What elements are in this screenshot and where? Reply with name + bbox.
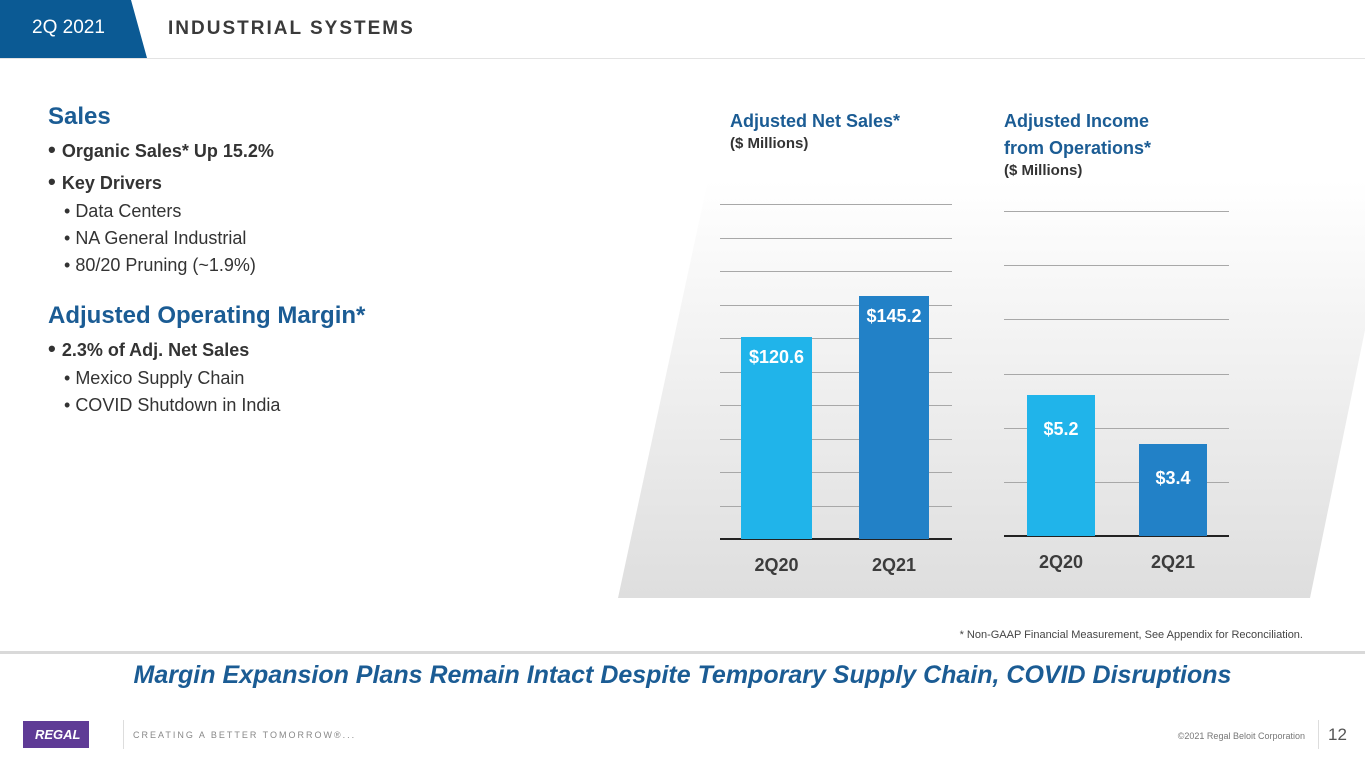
bullet-item: Data Centers	[48, 201, 568, 222]
data-label: $3.4	[1155, 467, 1191, 488]
chart2-title-line1: Adjusted Income	[1004, 111, 1150, 131]
data-label: $120.6	[748, 346, 805, 367]
gridline	[720, 237, 952, 239]
data-label: $5.2	[1043, 419, 1079, 440]
bullet-item: Organic Sales* Up 15.2%	[48, 137, 568, 163]
baseline	[720, 538, 952, 540]
data-label: $145.2	[866, 305, 922, 326]
gridline	[720, 304, 952, 306]
bullet-item: 80/20 Pruning (~1.9%)	[48, 255, 568, 276]
gridline	[720, 405, 952, 406]
baseline	[1004, 535, 1229, 537]
chart2-subtitle: ($ Millions)	[1004, 162, 1083, 179]
period-tab: 2Q 2021	[0, 0, 147, 58]
bar-2Q21	[859, 295, 929, 539]
x-tick-label: 2Q20	[1038, 552, 1084, 572]
page-number: 12	[1328, 725, 1347, 744]
period-label: 2Q 2021	[32, 17, 105, 38]
bullet-item: 2.3% of Adj. Net Sales	[48, 336, 568, 362]
chart1-title: Adjusted Net Sales*	[730, 111, 901, 131]
sales-list: Organic Sales* Up 15.2% Key Drivers Data C…	[48, 137, 568, 276]
chart1-heading: Adjusted Net Sales* ($ Millions)	[730, 108, 900, 152]
gridline	[1004, 373, 1229, 375]
sales-heading: Sales	[48, 103, 111, 130]
bar-2Q20	[741, 336, 812, 539]
slide-title: INDUSTRIAL SYSTEMS	[168, 18, 415, 39]
left-content: Sales Organic Sales* Up 15.2% Key Drivers…	[48, 103, 568, 416]
chart1-subtitle: ($ Millions)	[730, 135, 809, 152]
bullet-item: NA General Industrial	[48, 228, 568, 249]
gridline	[1004, 319, 1229, 321]
copyright: ©2021 Regal Beloit Corporation	[1177, 731, 1305, 741]
gridline	[1004, 265, 1229, 267]
gridline	[720, 204, 952, 205]
tagline: CREATING A BETTER TOMORROW®...	[133, 730, 357, 740]
footer-divider	[123, 720, 124, 749]
gridline	[1004, 211, 1229, 212]
footnote: * Non-GAAP Financial Measurement, See Ap…	[959, 629, 1303, 641]
gridline	[720, 271, 952, 272]
gridline	[1004, 427, 1229, 429]
regal-logo: REGAL	[23, 721, 89, 748]
gridline	[720, 472, 952, 473]
gridline	[720, 505, 952, 507]
gridline	[720, 371, 952, 373]
header-divider	[0, 58, 1365, 59]
bullet-item: COVID Shutdown in India	[48, 395, 568, 416]
chart2-title-line2: from Operations*	[1004, 138, 1152, 158]
bar-2Q20	[1027, 395, 1095, 536]
footer-divider-right	[1318, 720, 1319, 749]
x-tick-label: 2Q21	[871, 555, 917, 575]
gridline	[720, 438, 952, 440]
headline: Margin Expansion Plans Remain Intact Des…	[133, 661, 1232, 689]
chart2-heading: Adjusted Income from Operations* ($ Mill…	[1004, 108, 1151, 179]
divider	[0, 651, 1365, 654]
bullet-item: Mexico Supply Chain	[48, 368, 568, 389]
margin-heading: Adjusted Operating Margin*	[48, 302, 366, 329]
gridline	[1004, 481, 1229, 483]
x-tick-label: 2Q20	[754, 555, 799, 575]
margin-list: 2.3% of Adj. Net Sales Mexico Supply Chai…	[48, 336, 568, 416]
bullet-item: Key Drivers	[48, 169, 568, 195]
logo-text: REGAL	[35, 727, 81, 742]
gridline	[720, 338, 952, 339]
bar-2Q21	[1139, 443, 1207, 536]
chart-panel-background	[618, 180, 1365, 598]
x-tick-label: 2Q21	[1150, 552, 1196, 572]
